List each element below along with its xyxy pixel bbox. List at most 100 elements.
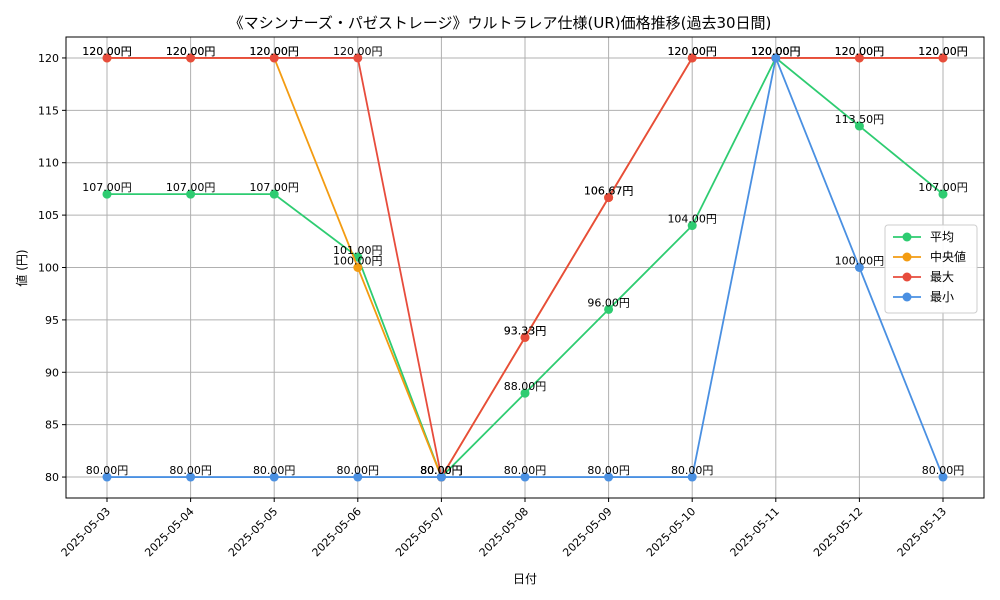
data-point — [938, 189, 948, 199]
data-label: 120.00円 — [835, 45, 885, 58]
data-label: 120.00円 — [667, 45, 717, 58]
x-tick-label: 2025-05-03 — [59, 505, 113, 559]
data-label: 107.00円 — [166, 181, 216, 194]
data-label: 120.00円 — [918, 45, 968, 58]
data-label: 96.00円 — [587, 296, 630, 309]
data-label: 93.33円 — [504, 324, 547, 337]
data-label: 106.67円 — [584, 185, 634, 198]
data-label: 120.00円 — [166, 45, 216, 58]
data-label: 120.00円 — [82, 45, 132, 58]
x-tick-label: 2025-05-05 — [226, 505, 280, 559]
data-point — [604, 472, 614, 482]
data-point — [604, 304, 614, 314]
data-label: 120.00円 — [751, 45, 801, 58]
data-point — [687, 221, 697, 231]
data-point — [854, 53, 864, 63]
data-label: 80.00円 — [169, 464, 212, 477]
y-tick-label: 115 — [38, 104, 59, 117]
data-point — [102, 189, 112, 199]
legend-marker — [902, 272, 912, 282]
x-axis-label: 日付 — [513, 572, 537, 586]
data-label: 80.00円 — [671, 464, 714, 477]
x-tick-label: 2025-05-10 — [644, 505, 698, 559]
series-lines — [102, 53, 948, 482]
data-label: 120.00円 — [249, 45, 299, 58]
data-label: 107.00円 — [918, 181, 968, 194]
data-label: 120.00円 — [751, 45, 801, 58]
legend-label: 最大 — [930, 270, 954, 284]
data-point — [520, 388, 530, 398]
data-label: 107.00円 — [249, 181, 299, 194]
legend-label: 平均 — [930, 230, 954, 244]
data-point — [269, 472, 279, 482]
data-point — [938, 472, 948, 482]
data-point — [938, 53, 948, 63]
data-point — [102, 53, 112, 63]
y-tick-label: 110 — [38, 157, 59, 170]
grid — [66, 37, 984, 498]
data-point — [353, 53, 363, 63]
data-label: 80.00円 — [922, 464, 965, 477]
y-tick-label: 105 — [38, 209, 59, 222]
data-label: 120.00円 — [333, 45, 383, 58]
x-tick-label: 2025-05-06 — [310, 505, 364, 559]
data-point — [520, 332, 530, 342]
data-label: 88.00円 — [504, 380, 547, 393]
data-point — [687, 53, 697, 63]
data-label: 120.00円 — [166, 45, 216, 58]
data-point — [854, 121, 864, 131]
data-label: 120.00円 — [751, 45, 801, 58]
y-tick-label: 80 — [45, 471, 59, 484]
data-label: 113.50円 — [835, 113, 885, 126]
data-label: 80.00円 — [420, 464, 463, 477]
data-point — [353, 263, 363, 272]
x-tick-label: 2025-05-12 — [811, 505, 865, 559]
y-tick-label: 95 — [45, 314, 59, 327]
x-axis-ticks: 2025-05-03 2025-05-04 2025-05-05 2025-05-06… — [59, 498, 949, 559]
data-label: 104.00円 — [667, 213, 717, 226]
y-axis-label: 値 (円) — [14, 249, 29, 286]
data-label: 80.00円 — [420, 464, 463, 477]
y-axis-ticks: 80 85 90 95 100 105 110 115 120 — [38, 52, 66, 484]
legend-marker — [902, 252, 912, 262]
data-label: 80.00円 — [337, 464, 380, 477]
y-tick-label: 100 — [38, 262, 59, 275]
data-point — [854, 263, 864, 272]
legend-box — [884, 224, 978, 314]
data-point — [687, 472, 697, 482]
data-point — [269, 189, 279, 199]
y-tick-label: 85 — [45, 419, 59, 432]
data-label: 101.00円 — [333, 244, 383, 257]
data-point — [186, 53, 196, 63]
chart-title: 《マシンナーズ・パゼストレージ》ウルトラレア仕様(UR)価格推移(過去30日間) — [229, 14, 772, 32]
data-label: 80.00円 — [420, 464, 463, 477]
legend-label: 中央値 — [930, 249, 966, 264]
legend-marker — [902, 292, 912, 302]
data-label: 120.00円 — [918, 45, 968, 58]
data-label: 120.00円 — [667, 45, 717, 58]
y-tick-label: 120 — [38, 52, 59, 65]
data-point — [269, 53, 279, 63]
x-tick-label: 2025-05-11 — [728, 505, 782, 559]
data-label: 80.00円 — [587, 464, 630, 477]
x-tick-label: 2025-05-04 — [142, 505, 196, 559]
x-tick-label: 2025-05-13 — [895, 505, 949, 559]
legend-marker — [902, 232, 912, 242]
x-tick-label: 2025-05-07 — [393, 505, 447, 559]
data-label: 120.00円 — [751, 45, 801, 58]
data-point — [436, 472, 446, 482]
data-label: 80.00円 — [253, 464, 296, 477]
data-label: 80.00円 — [86, 464, 129, 477]
data-label: 100.00円 — [835, 255, 885, 268]
x-tick-label: 2025-05-09 — [560, 505, 614, 559]
data-point — [186, 189, 196, 199]
data-label: 80.00円 — [504, 464, 547, 477]
data-point — [771, 53, 781, 63]
data-label: 80.00円 — [420, 464, 463, 477]
data-point — [604, 193, 614, 203]
y-tick-label: 90 — [45, 366, 59, 379]
data-point — [353, 472, 363, 482]
data-label: 107.00円 — [82, 181, 132, 194]
data-point — [186, 472, 196, 482]
